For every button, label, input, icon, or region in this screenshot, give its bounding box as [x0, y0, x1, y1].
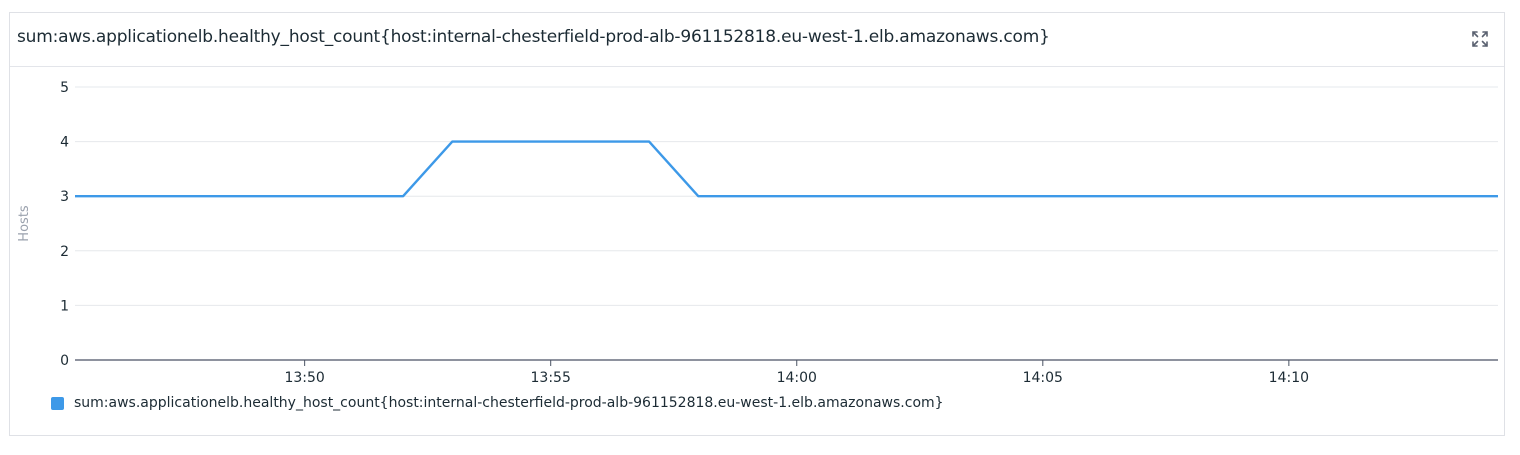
y-tick-label: 1: [60, 298, 69, 314]
widget-header: sum:aws.applicationelb.healthy_host_coun…: [10, 13, 1504, 67]
timeseries-widget: sum:aws.applicationelb.healthy_host_coun…: [9, 12, 1505, 436]
expand-icon[interactable]: [1470, 29, 1490, 49]
expand-icon-glyph: [1472, 31, 1488, 47]
x-tick-label: 14:05: [1023, 370, 1063, 386]
x-tick-label: 13:50: [284, 370, 324, 386]
y-tick-label: 0: [60, 353, 69, 369]
y-tick-label: 5: [60, 80, 69, 96]
y-tick-label: 3: [60, 189, 69, 205]
legend[interactable]: sum:aws.applicationelb.healthy_host_coun…: [51, 393, 944, 413]
legend-label: sum:aws.applicationelb.healthy_host_coun…: [74, 395, 944, 411]
series-layer: [75, 140, 1498, 198]
widget-title: sum:aws.applicationelb.healthy_host_coun…: [17, 27, 1050, 47]
x-tick-label: 14:10: [1269, 370, 1309, 386]
y-axis: 0 1 2 3 4 5: [60, 80, 69, 369]
y-axis-label: Hosts: [17, 205, 32, 242]
grid-layer: [75, 86, 1498, 361]
y-tick-label: 4: [60, 135, 69, 151]
x-tick-label: 14:00: [777, 370, 817, 386]
x-axis: 13:50 13:55 14:00 14:05 14:10: [284, 360, 1309, 386]
x-tick-label: 13:55: [531, 370, 571, 386]
series-line[interactable]: [75, 140, 1498, 198]
y-tick-label: 2: [60, 244, 69, 260]
legend-swatch: [51, 396, 64, 410]
